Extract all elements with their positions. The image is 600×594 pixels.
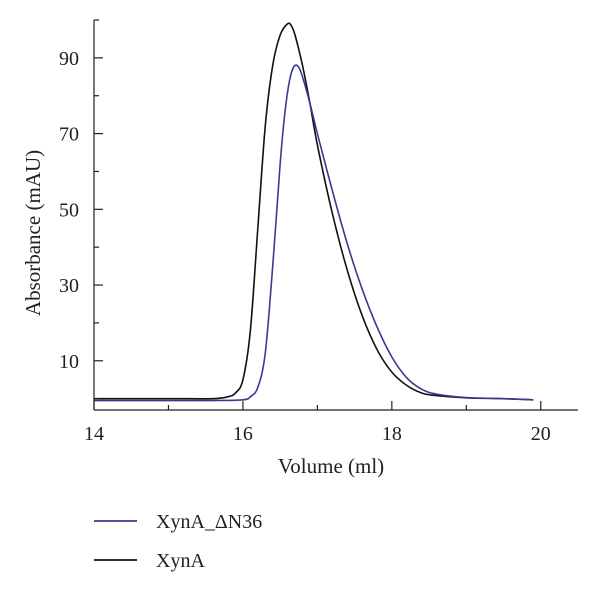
series-line-xyna xyxy=(94,22,534,401)
x-tick-label: 16 xyxy=(233,423,253,445)
y-tick-label: 70 xyxy=(59,124,79,146)
y-axis-title: Absorbance (mAU) xyxy=(21,150,45,316)
y-tick-label: 50 xyxy=(59,199,79,221)
y-axis-ticks: 10 30 50 70 90 xyxy=(59,19,103,400)
y-tick-label: 90 xyxy=(59,48,79,70)
x-axis-title: Volume (ml) xyxy=(278,454,384,478)
legend-label: XynA_ΔN36 xyxy=(156,511,262,533)
x-tick-label: 18 xyxy=(382,423,402,445)
series-layer xyxy=(93,22,534,402)
x-tick-label: 14 xyxy=(84,423,104,445)
series-line-xyna-dn36 xyxy=(93,64,534,402)
y-tick-label: 30 xyxy=(59,275,79,297)
legend-label: XynA xyxy=(156,550,205,572)
y-tick-label: 10 xyxy=(59,351,79,373)
legend: XynA_ΔN36 XynA xyxy=(94,511,262,572)
x-axis-ticks: 14 16 18 20 xyxy=(84,401,551,445)
x-tick-label: 20 xyxy=(531,423,551,445)
